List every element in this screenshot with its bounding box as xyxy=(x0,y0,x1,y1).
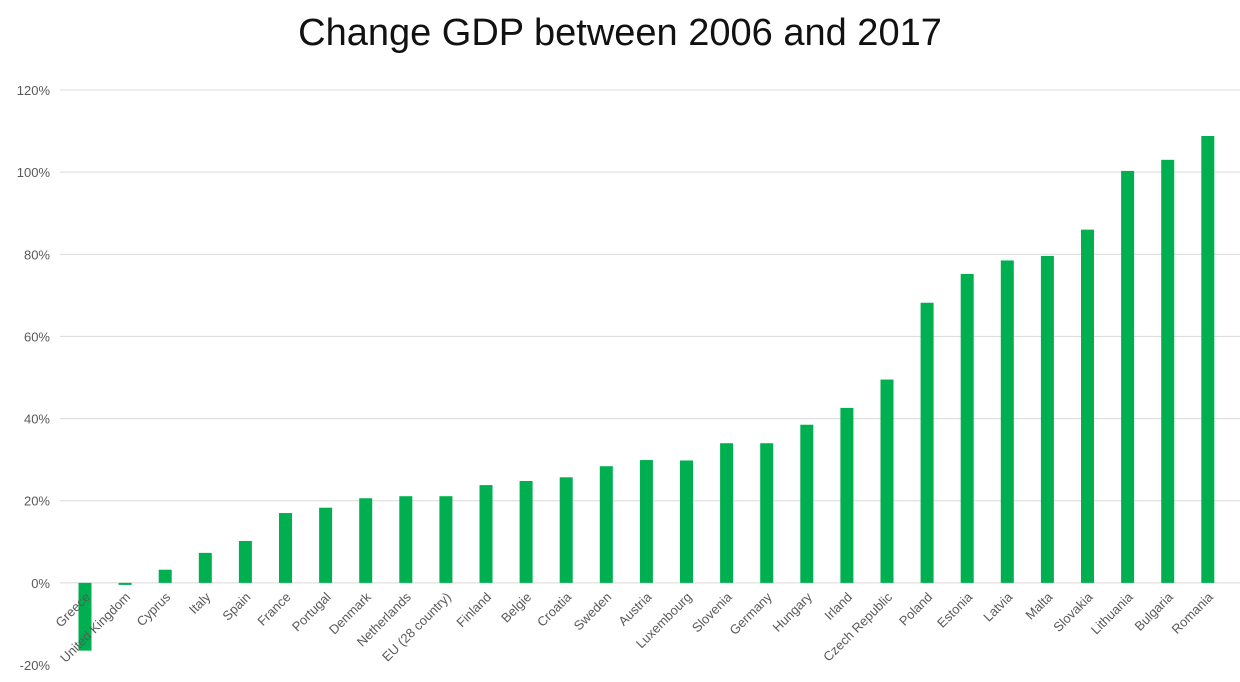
bar-greece xyxy=(78,582,92,651)
x-tick-label: Romania xyxy=(1169,589,1217,637)
x-tick-label: Austria xyxy=(615,589,655,629)
y-tick-label: 80% xyxy=(24,247,50,262)
bar-finland xyxy=(479,485,493,583)
x-tick-label: Cyprus xyxy=(134,589,174,629)
bar-bulgaria xyxy=(1161,159,1175,583)
y-tick-label: 0% xyxy=(31,576,50,591)
x-tick-label: Lithuania xyxy=(1088,589,1136,637)
y-axis-labels: 120% 100% 80% 60% 40% 20% 0% -20% xyxy=(17,83,51,673)
bar-croatia xyxy=(559,477,573,583)
x-tick-label: Latvia xyxy=(980,589,1016,625)
x-tick-label: United Kingdom xyxy=(57,589,133,665)
x-tick-label: Czech Republic xyxy=(820,589,895,664)
bar-austria xyxy=(639,460,653,583)
x-tick-label: Finland xyxy=(453,589,494,630)
bar-irland xyxy=(840,407,854,583)
bar-denmark xyxy=(359,498,373,583)
bar-germany xyxy=(760,443,774,583)
x-tick-label: Spain xyxy=(219,589,253,623)
bar-portugal xyxy=(319,507,333,583)
y-tick-label: 120% xyxy=(17,83,51,98)
bar-romania xyxy=(1201,136,1215,583)
bar-estonia xyxy=(960,274,974,583)
x-tick-label: Belgie xyxy=(498,589,534,625)
y-tick-label: 100% xyxy=(17,165,51,180)
bar-netherlands xyxy=(399,496,413,583)
x-tick-label: Irland xyxy=(821,589,855,623)
bar-malta xyxy=(1040,255,1054,583)
bar-cyprus xyxy=(158,569,172,583)
x-tick-label: Malta xyxy=(1022,589,1056,623)
x-tick-label: Croatia xyxy=(534,589,575,630)
bar-belgie xyxy=(519,481,533,583)
bar-sweden xyxy=(599,466,613,583)
x-tick-label: Poland xyxy=(896,589,935,628)
bars xyxy=(78,136,1215,651)
bar-slovenia xyxy=(720,443,734,583)
y-tick-label: 40% xyxy=(24,412,50,427)
y-tick-label: 60% xyxy=(24,329,50,344)
bar-italy xyxy=(198,552,212,583)
x-tick-label: Italy xyxy=(186,589,214,617)
bar-latvia xyxy=(1000,260,1014,583)
bar-czech-republic xyxy=(880,379,894,583)
y-tick-label: 20% xyxy=(24,494,50,509)
bar-lithuania xyxy=(1121,170,1135,583)
bar-poland xyxy=(920,302,934,583)
x-tick-label: Germany xyxy=(726,589,775,638)
bar-eu-28-country xyxy=(439,496,453,583)
x-tick-label: France xyxy=(254,589,293,628)
bar-united-kingdom xyxy=(118,582,132,585)
x-tick-label: Hungary xyxy=(770,589,816,635)
bar-spain xyxy=(238,540,252,583)
x-tick-label: EU (28 country) xyxy=(379,589,454,664)
bar-france xyxy=(279,513,292,583)
bar-hungary xyxy=(800,424,814,583)
bar-luxembourg xyxy=(680,460,693,583)
x-tick-label: Estonia xyxy=(934,589,976,631)
y-tick-label: -20% xyxy=(20,658,51,673)
chart-title: Change GDP between 2006 and 2017 xyxy=(298,12,942,54)
bar-slovakia xyxy=(1081,229,1094,583)
x-tick-label: Sweden xyxy=(571,589,615,633)
